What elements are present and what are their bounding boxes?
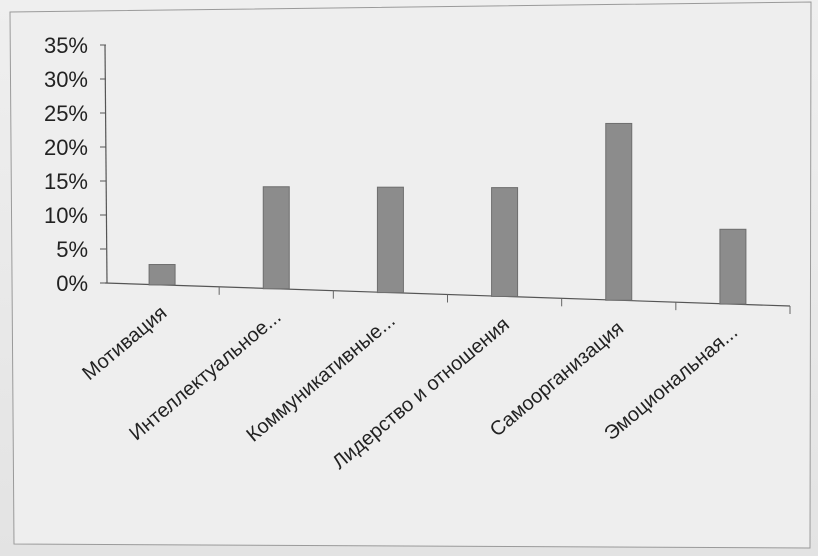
y-tick-label: 5% [56,237,88,262]
y-tick-label: 15% [44,169,88,194]
y-axis: 0% 5% 10% 15% 20% 25% 30% 35% [44,33,108,296]
y-tick-label: 35% [44,33,88,58]
x-axis [104,282,791,314]
y-tick-label: 20% [44,135,88,160]
bars [148,122,747,305]
y-tick-label: 25% [44,101,88,126]
y-tick-label: 30% [44,67,88,92]
bar-3 [376,186,404,294]
y-tick-label: 0% [56,271,88,296]
bar-5 [605,122,633,301]
y-tick-label: 10% [44,203,88,228]
bar-4 [491,187,519,297]
y-axis-line [104,44,108,284]
bar-6 [719,228,747,305]
bar-1 [148,264,176,286]
bar-2 [262,186,290,290]
chart-border [9,1,812,549]
